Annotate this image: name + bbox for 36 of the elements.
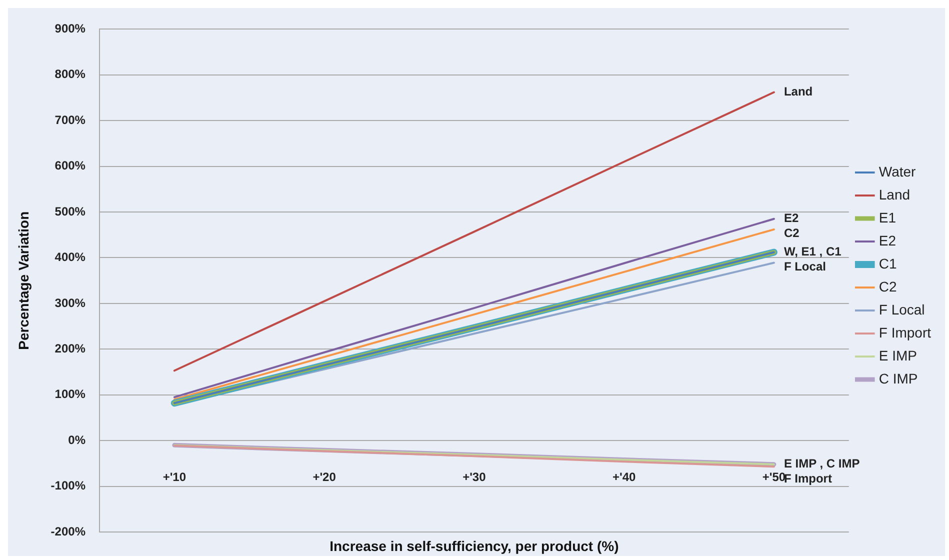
y-axis-title: Percentage Variation [15,211,32,350]
legend-label: E IMP [878,347,918,364]
legend-label: C2 [878,278,897,294]
legend-label: F Local [878,301,925,318]
annotation: C2 [784,226,800,240]
legend-label: C IMP [878,370,918,386]
annotation: F Local [784,260,826,274]
y-tick-label: 100% [54,387,86,402]
y-tick-label: 200% [54,341,86,356]
legend-label: F Import [878,324,932,340]
x-tick-label: +'50 [762,470,786,484]
y-tick-label: -100% [50,478,86,493]
legend-label: E1 [878,209,896,226]
x-tick-label: +'20 [312,470,336,484]
y-tick-label: 300% [54,296,86,310]
annotation: E IMP , C IMP [784,456,860,471]
x-tick-label: +'40 [612,470,636,484]
y-tick-label: 500% [54,204,86,218]
y-tick-label: 600% [54,158,86,173]
y-tick-label: 700% [54,112,86,127]
y-tick-label: -200% [50,524,86,538]
annotation: E2 [784,211,799,226]
x-tick-label: +'10 [162,470,186,484]
y-tick-label: 800% [54,67,86,82]
x-tick-label: +'30 [462,470,486,484]
legend-label: Water [878,163,916,180]
y-tick-label: 900% [54,22,86,36]
annotation: W, E1 , C1 [784,244,842,259]
y-tick-label: 400% [54,250,86,264]
legend-label: E2 [878,232,896,248]
y-tick-label: 0% [68,432,86,447]
legend-label: Land [878,186,910,202]
legend-label: C1 [878,255,897,272]
annotation: Land [784,84,813,99]
annotation: F Import [784,472,832,486]
x-axis-title: Increase in self-sufficiency, per product (%) [330,538,619,554]
